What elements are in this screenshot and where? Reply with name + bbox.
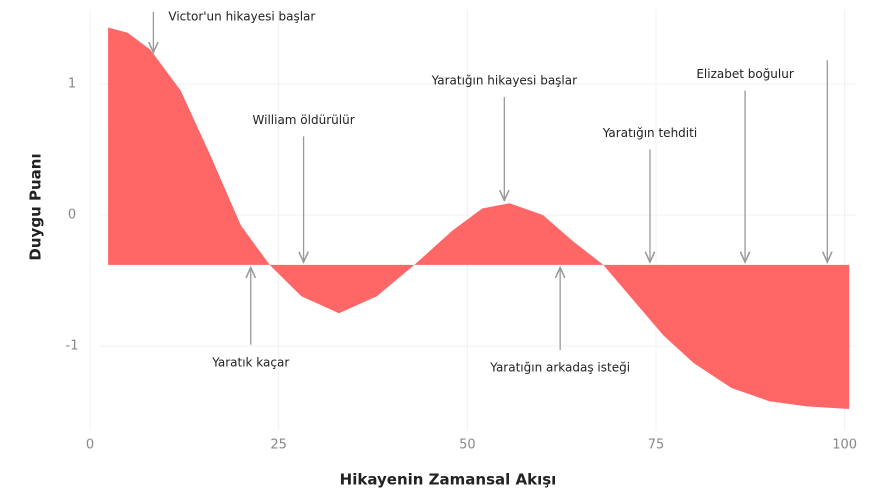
area [108,27,850,409]
annotation-text: William öldürülür [253,113,355,127]
x-tick-label: 0 [86,438,94,453]
x-tick-label: 75 [648,438,665,453]
x-axis-title: Hikayenin Zamansal Akışı [340,471,557,489]
y-tick-label: -1 [66,339,79,354]
annotation-text: Yaratığın hikayesi başlar [431,74,578,88]
x-tick-label: 25 [270,438,287,453]
y-axis-title: Duygu Puanı [27,153,45,260]
annotation-text: Yaratık kaçar [211,355,289,369]
y-tick-label: 1 [68,76,76,91]
annotation-text: Yaratığın arkadaş isteği [489,361,630,375]
x-tick-label: 100 [832,438,857,453]
annotation-text: Victor'un hikayesi başlar [168,9,315,23]
annotation-text: Yaratığın tehditi [602,126,697,140]
x-tick-label: 50 [459,438,476,453]
annotation-text: Elizabet boğulur [696,67,794,81]
y-tick-label: 0 [68,208,76,223]
